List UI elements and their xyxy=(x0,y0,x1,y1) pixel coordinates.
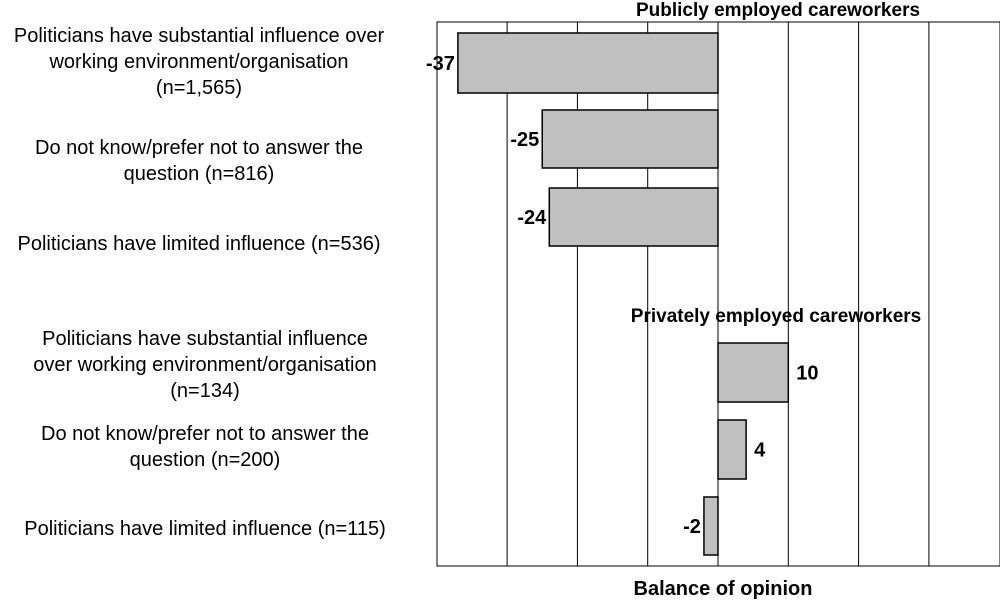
category-label-line: (n=134) xyxy=(170,380,240,402)
bar-value-label: -25 xyxy=(510,129,539,151)
category-label: Do not know/prefer not to answer the ques… xyxy=(41,423,369,471)
group-title-private: Privately employed careworkers xyxy=(631,306,921,327)
category-label: Politicians have limited influence (n=53… xyxy=(18,233,381,255)
bar xyxy=(717,419,747,480)
bar xyxy=(457,32,719,94)
bars xyxy=(457,32,790,556)
category-label: Do not know/prefer not to answer the ques… xyxy=(35,137,363,185)
category-label-line: over working environment/organisation xyxy=(33,354,377,376)
category-label-line: working environment/organisation xyxy=(48,51,348,73)
category-label-line: Politicians have substantial influence xyxy=(42,328,368,350)
category-label-line: question (n=200) xyxy=(130,449,281,471)
category-labels: Politicians have substantial influence o… xyxy=(14,25,386,540)
bar xyxy=(548,187,719,247)
bar-value-label: -37 xyxy=(426,53,455,75)
category-label: Politicians have substantial influence ov… xyxy=(33,328,377,402)
bar xyxy=(541,109,719,169)
category-label-line: Do not know/prefer not to answer the xyxy=(41,423,369,445)
category-label: Politicians have limited influence (n=11… xyxy=(24,518,386,540)
category-label-line: Do not know/prefer not to answer the xyxy=(35,137,363,159)
bar-value-label: 4 xyxy=(754,440,766,462)
category-label-line: Politicians have limited influence (n=53… xyxy=(18,233,381,255)
bar-value-label: -24 xyxy=(517,207,547,229)
group-titles: Publicly employed careworkers Privately … xyxy=(631,0,921,327)
category-label: Politicians have substantial influence o… xyxy=(14,25,385,99)
category-label-line: question (n=816) xyxy=(124,163,275,185)
x-axis-title: Balance of opinion xyxy=(634,578,813,600)
category-label-line: Politicians have substantial influence o… xyxy=(14,25,385,47)
bar xyxy=(717,342,790,403)
category-label-line: Politicians have limited influence (n=11… xyxy=(24,518,386,540)
bar-value-label: 10 xyxy=(796,363,818,385)
group-title-public: Publicly employed careworkers xyxy=(636,0,920,21)
category-label-line: (n=1,565) xyxy=(156,77,242,99)
bar-value-label: -2 xyxy=(683,516,701,538)
bar xyxy=(703,496,719,556)
value-labels: -37 -25 -24 10 4 -2 xyxy=(426,53,819,538)
